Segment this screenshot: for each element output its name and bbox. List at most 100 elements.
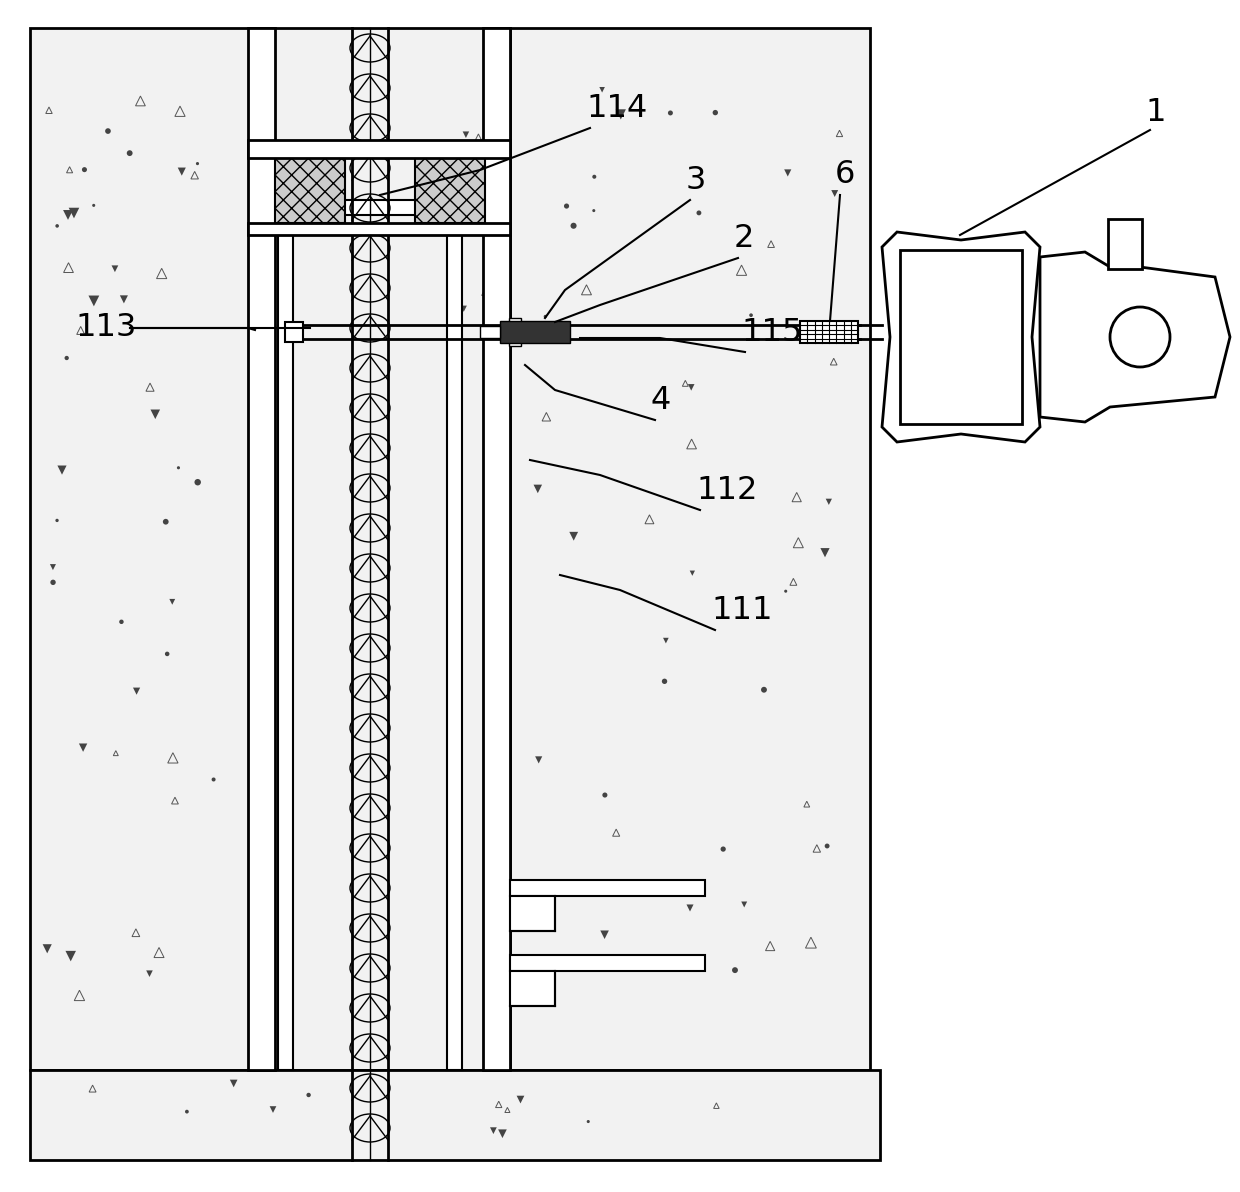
- Circle shape: [603, 793, 608, 797]
- Polygon shape: [742, 901, 748, 907]
- Polygon shape: [569, 532, 578, 541]
- Circle shape: [720, 846, 725, 852]
- Polygon shape: [229, 1080, 238, 1087]
- Bar: [275, 148, 345, 223]
- Bar: [900, 250, 1022, 424]
- Circle shape: [825, 844, 830, 849]
- Circle shape: [668, 111, 673, 116]
- Circle shape: [749, 313, 753, 317]
- Circle shape: [713, 110, 718, 116]
- Polygon shape: [269, 1106, 277, 1113]
- Polygon shape: [784, 169, 791, 176]
- Bar: [510, 971, 556, 1006]
- Bar: [800, 321, 858, 343]
- Bar: [508, 318, 521, 346]
- Polygon shape: [120, 296, 128, 304]
- Polygon shape: [1040, 222, 1230, 422]
- Polygon shape: [533, 485, 542, 493]
- Text: 112: 112: [696, 474, 758, 505]
- Polygon shape: [150, 410, 160, 420]
- Polygon shape: [463, 131, 469, 138]
- Circle shape: [662, 678, 667, 684]
- Text: 3: 3: [686, 164, 707, 195]
- Circle shape: [177, 466, 180, 470]
- Polygon shape: [831, 190, 838, 197]
- Polygon shape: [63, 210, 73, 219]
- Circle shape: [196, 162, 200, 166]
- Polygon shape: [882, 232, 1040, 442]
- Circle shape: [92, 204, 95, 207]
- Bar: [510, 27, 870, 1070]
- Circle shape: [165, 652, 170, 656]
- Circle shape: [593, 209, 595, 212]
- Polygon shape: [177, 168, 186, 175]
- Circle shape: [119, 620, 124, 625]
- Text: 111: 111: [711, 595, 773, 626]
- Polygon shape: [1109, 219, 1142, 269]
- Circle shape: [697, 211, 702, 216]
- Polygon shape: [697, 963, 706, 971]
- Circle shape: [784, 590, 787, 592]
- Polygon shape: [687, 905, 693, 912]
- Polygon shape: [826, 498, 832, 505]
- Circle shape: [593, 175, 596, 179]
- Text: 114: 114: [587, 93, 647, 124]
- Polygon shape: [146, 970, 153, 977]
- Polygon shape: [498, 1129, 507, 1138]
- Circle shape: [51, 579, 56, 585]
- Bar: [510, 896, 556, 931]
- Polygon shape: [517, 1095, 525, 1104]
- Circle shape: [564, 204, 569, 209]
- Polygon shape: [663, 638, 668, 644]
- Polygon shape: [170, 598, 175, 604]
- Circle shape: [162, 519, 169, 524]
- Bar: [415, 148, 485, 223]
- Polygon shape: [68, 207, 79, 218]
- Circle shape: [195, 479, 201, 485]
- Bar: [248, 27, 275, 1070]
- Bar: [484, 27, 510, 1070]
- Bar: [480, 325, 500, 339]
- Bar: [30, 1070, 880, 1160]
- Polygon shape: [600, 931, 609, 939]
- Circle shape: [761, 687, 766, 693]
- Circle shape: [56, 224, 60, 228]
- Polygon shape: [490, 1128, 497, 1134]
- Polygon shape: [599, 87, 605, 93]
- Polygon shape: [688, 384, 694, 391]
- Polygon shape: [112, 266, 118, 272]
- Bar: [510, 955, 706, 971]
- Bar: [248, 139, 510, 159]
- Polygon shape: [460, 305, 466, 312]
- Circle shape: [491, 311, 497, 318]
- Circle shape: [1110, 308, 1171, 367]
- Polygon shape: [689, 571, 694, 576]
- Text: 2: 2: [734, 223, 754, 254]
- Text: 1: 1: [1145, 97, 1166, 128]
- Circle shape: [543, 315, 547, 318]
- Polygon shape: [536, 756, 542, 763]
- Circle shape: [688, 967, 693, 971]
- Bar: [510, 880, 706, 896]
- Polygon shape: [497, 73, 505, 81]
- Bar: [30, 27, 510, 1070]
- Circle shape: [105, 129, 110, 134]
- Polygon shape: [616, 110, 626, 119]
- Circle shape: [82, 167, 87, 172]
- Polygon shape: [79, 744, 87, 752]
- Circle shape: [212, 777, 216, 782]
- Bar: [285, 322, 303, 342]
- Bar: [278, 200, 293, 1070]
- Polygon shape: [57, 466, 67, 474]
- Text: 6: 6: [835, 159, 856, 190]
- Bar: [446, 200, 463, 1070]
- Polygon shape: [66, 951, 76, 962]
- Circle shape: [587, 1120, 590, 1123]
- Bar: [278, 200, 463, 215]
- Circle shape: [64, 356, 69, 360]
- Circle shape: [126, 150, 133, 156]
- Circle shape: [306, 1093, 311, 1097]
- Text: 113: 113: [74, 312, 136, 343]
- Polygon shape: [821, 548, 830, 558]
- Circle shape: [732, 967, 738, 973]
